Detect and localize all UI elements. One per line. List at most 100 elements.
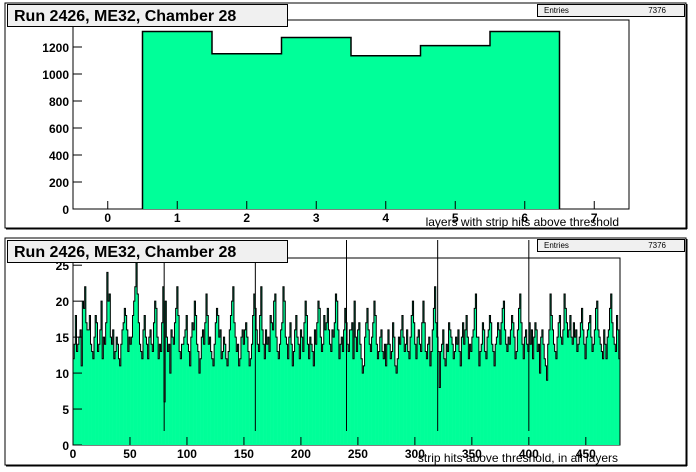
histogram-bin — [244, 329, 246, 445]
title-box — [7, 240, 288, 263]
histogram-bin — [334, 322, 336, 445]
x-axis-label: layers with strip hits above threshold — [426, 215, 619, 229]
histogram-bin — [481, 344, 483, 445]
histogram-bin — [270, 315, 272, 445]
histogram-bin — [390, 358, 392, 445]
histogram-bin — [404, 351, 406, 445]
histogram-bin — [215, 322, 217, 445]
histogram-bin — [259, 315, 262, 445]
histogram-bin — [362, 373, 364, 445]
histogram-bin — [160, 351, 162, 445]
histogram-bin — [523, 358, 525, 445]
histogram-bin — [447, 351, 449, 445]
histogram-bin — [83, 308, 85, 445]
histogram-bin — [469, 344, 472, 445]
stats-box — [537, 239, 685, 252]
histogram-bin — [327, 308, 329, 445]
histogram-bin — [134, 286, 137, 445]
histogram-bin — [455, 337, 458, 445]
histogram-bin — [586, 337, 588, 445]
histogram-bin — [419, 344, 421, 445]
y-tick-label: 0 — [62, 439, 69, 453]
histogram-bin — [428, 337, 431, 445]
chart-title: Run 2426, ME32, Chamber 28 — [14, 244, 236, 261]
histogram-bin — [102, 358, 104, 445]
histogram-bin — [531, 329, 533, 445]
histogram-bin — [141, 358, 144, 445]
histogram-bin — [99, 329, 102, 445]
histogram-bin — [82, 301, 84, 445]
histogram-bin — [355, 337, 357, 445]
y-tick-label: 0 — [62, 203, 69, 217]
histogram-bin — [394, 365, 397, 445]
histogram-bin — [180, 358, 182, 445]
histogram-bin — [378, 351, 381, 445]
histogram-bin — [392, 322, 395, 445]
x-tick-label: 250 — [348, 447, 368, 461]
histogram-bin — [324, 329, 327, 445]
histogram-bin — [298, 344, 300, 445]
histogram-bin — [204, 322, 207, 445]
histogram-bin — [307, 344, 309, 445]
y-tick-label: 1000 — [42, 68, 69, 82]
histogram-bin — [543, 344, 545, 445]
histogram-bin — [165, 301, 167, 445]
histogram-bin — [149, 329, 152, 445]
histogram-bin — [468, 358, 470, 445]
histogram-bin — [532, 358, 534, 445]
histogram-bin — [561, 344, 564, 445]
histogram-bin — [252, 315, 255, 445]
histogram-bin — [76, 351, 78, 445]
histogram-bin — [379, 337, 382, 445]
histogram-bin — [301, 337, 304, 445]
histogram-bin — [498, 329, 501, 445]
histogram-bin — [228, 351, 230, 445]
histogram-bin — [246, 337, 249, 445]
histogram-bin — [351, 322, 354, 445]
histogram-bin — [216, 308, 218, 445]
y-tick-label: 20 — [56, 295, 70, 309]
histogram-bin — [337, 329, 340, 445]
histogram-bin — [112, 329, 115, 445]
histogram-bin — [485, 358, 488, 445]
histogram-bin — [571, 337, 573, 445]
histogram-bin — [285, 337, 287, 445]
histogram-bin — [443, 358, 446, 445]
stats-entries-label: Entries — [544, 6, 569, 15]
histogram-bin — [495, 344, 497, 445]
histogram-bin — [602, 358, 604, 445]
histogram-bin — [330, 351, 333, 445]
histogram-bin — [382, 351, 384, 445]
histogram-bin — [537, 351, 539, 445]
histogram-bin — [480, 351, 482, 445]
histogram-bin — [176, 286, 179, 445]
histogram-bin — [88, 329, 90, 445]
histogram-bars — [141, 30, 561, 210]
histogram-bin — [191, 322, 194, 445]
histogram-bin — [343, 329, 346, 445]
histogram-bin — [74, 344, 76, 445]
x-tick-label: 0 — [104, 211, 111, 225]
histogram-bin — [177, 315, 180, 445]
histogram-bin — [181, 344, 183, 445]
histogram-bin — [156, 337, 159, 445]
histogram-bin — [496, 337, 498, 445]
histogram-bin — [615, 351, 617, 445]
histogram-bin — [540, 337, 543, 445]
histogram-bin — [111, 344, 113, 445]
histogram-bin — [607, 337, 609, 445]
histogram-bin — [403, 337, 405, 445]
x-tick-label: 5 — [452, 211, 459, 225]
histogram-bin — [316, 322, 319, 445]
histogram-bin — [484, 351, 487, 445]
histogram-bin — [266, 344, 269, 445]
histogram-bin — [383, 358, 385, 445]
histogram-bin — [420, 351, 423, 445]
histogram-bin — [98, 344, 101, 445]
x-tick-label: 7 — [591, 211, 598, 225]
x-tick-label: 150 — [234, 447, 254, 461]
histogram-bin — [505, 344, 508, 445]
y-tick-label: 5 — [62, 403, 69, 417]
histogram-bin — [140, 351, 143, 445]
